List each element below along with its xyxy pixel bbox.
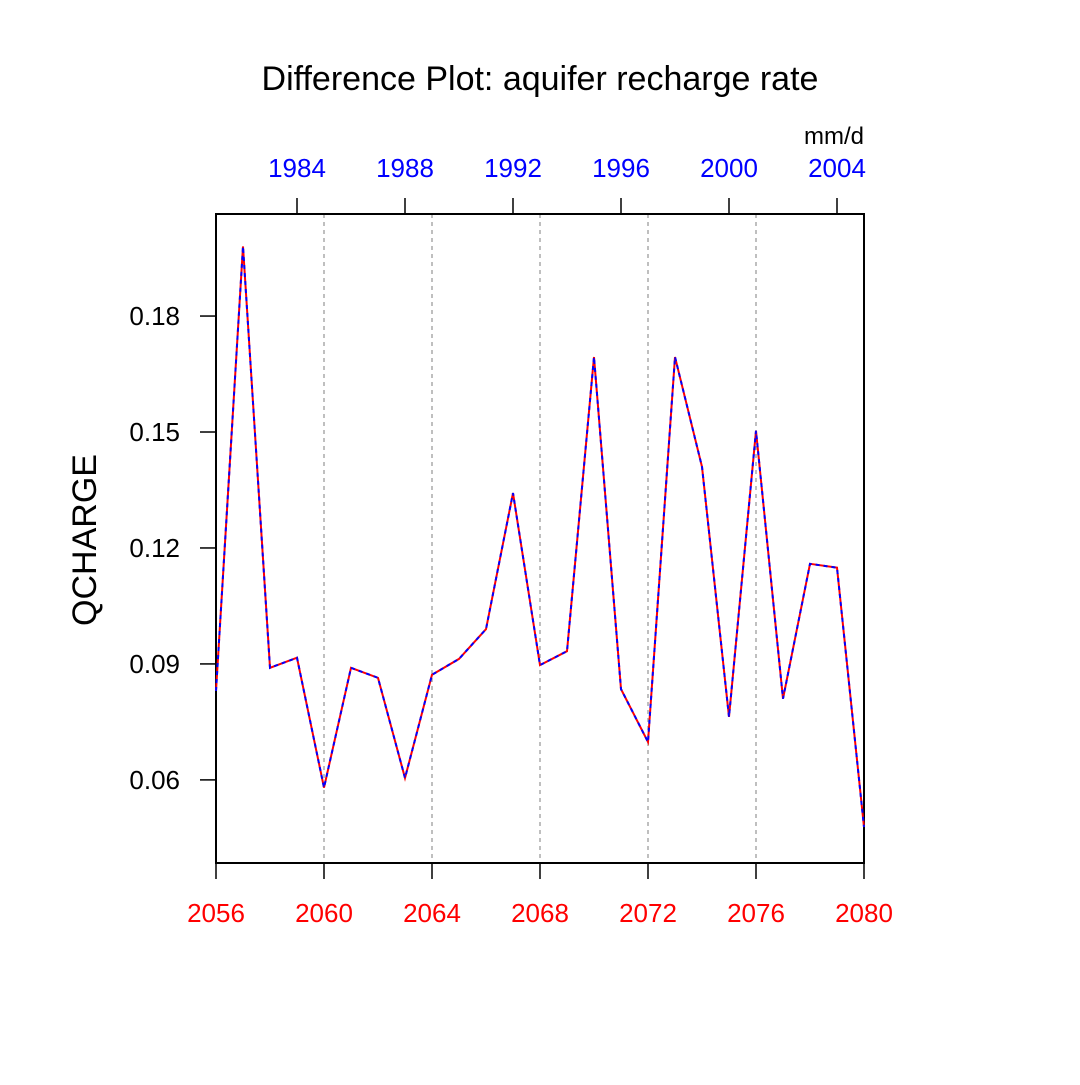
x-tick-label: 2060 xyxy=(295,898,353,928)
x-tick-label: 2056 xyxy=(187,898,245,928)
x2-tick-label: 1996 xyxy=(592,153,650,183)
y-tick-label: 0.12 xyxy=(129,533,180,563)
x-tick-label: 2068 xyxy=(511,898,569,928)
x2-tick-label: 2004 xyxy=(808,153,866,183)
x-tick-label: 2064 xyxy=(403,898,461,928)
y-tick-label: 0.06 xyxy=(129,765,180,795)
plot-frame xyxy=(215,213,865,864)
x2-tick-label: 1984 xyxy=(268,153,326,183)
x2-tick-label: 1992 xyxy=(484,153,542,183)
x2-tick-label: 2000 xyxy=(700,153,758,183)
x-tick-label: 2076 xyxy=(727,898,785,928)
y-tick-label: 0.18 xyxy=(129,301,180,331)
y-tick-label: 0.15 xyxy=(129,417,180,447)
y-axis-label: QCHARGE xyxy=(66,454,104,626)
x-tick-label: 2072 xyxy=(619,898,677,928)
series-line xyxy=(215,246,865,828)
x2-tick-label: 1988 xyxy=(376,153,434,183)
units-label: mm/d xyxy=(804,123,864,150)
y-tick-label: 0.09 xyxy=(129,649,180,679)
chart-title: Difference Plot: aquifer recharge rate xyxy=(262,60,819,98)
x-tick-label: 2080 xyxy=(835,898,893,928)
